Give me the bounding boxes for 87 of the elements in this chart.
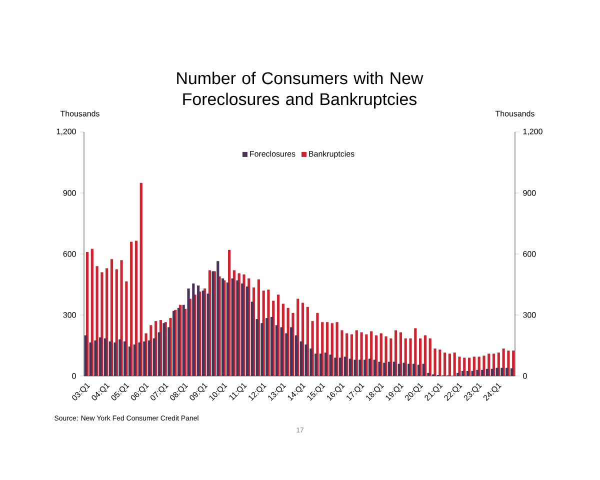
bar <box>339 358 342 376</box>
bar <box>427 372 430 376</box>
bar <box>250 302 254 376</box>
bar <box>304 344 308 376</box>
bar <box>275 325 278 376</box>
bar <box>108 341 112 376</box>
bar <box>310 348 312 376</box>
bar <box>143 341 146 376</box>
bar <box>285 333 288 376</box>
bar <box>344 356 347 376</box>
bar <box>226 282 229 376</box>
bar <box>324 352 327 376</box>
bar <box>270 317 274 376</box>
bar <box>392 362 396 376</box>
bar <box>482 356 486 376</box>
bar <box>128 346 132 376</box>
bar <box>448 354 451 376</box>
bar <box>402 362 406 376</box>
bar <box>456 372 460 376</box>
bar <box>216 261 220 376</box>
bar <box>461 370 464 376</box>
bar <box>266 318 268 376</box>
bar <box>294 335 298 376</box>
bar <box>329 354 332 376</box>
bar <box>500 368 504 376</box>
chart-title: Number of Consumers with New Foreclosures and Bankruptcies <box>177 72 424 108</box>
bar <box>373 360 376 376</box>
bar <box>241 283 244 376</box>
bar <box>280 327 283 376</box>
bar <box>197 286 200 376</box>
bar <box>348 358 352 376</box>
bar <box>334 358 337 376</box>
bar <box>506 368 508 376</box>
bar <box>192 283 195 376</box>
bar <box>133 344 136 376</box>
bar <box>319 354 322 376</box>
bar <box>158 332 160 376</box>
bar <box>148 340 151 376</box>
bar <box>138 342 141 376</box>
bar <box>481 370 484 376</box>
bar <box>236 280 239 376</box>
bar <box>99 337 102 376</box>
bar <box>152 338 156 376</box>
bar <box>443 352 446 376</box>
bar <box>290 327 293 376</box>
bar <box>114 342 116 376</box>
bar <box>417 364 420 376</box>
bar <box>398 364 400 376</box>
bar <box>378 362 381 376</box>
bar <box>314 354 318 376</box>
bar <box>84 335 87 376</box>
bar <box>260 323 264 376</box>
bar <box>458 356 461 376</box>
bar <box>490 368 494 376</box>
bar <box>104 338 107 376</box>
bar <box>177 308 180 376</box>
bar <box>89 342 92 376</box>
bar <box>182 304 185 376</box>
bar <box>476 370 479 376</box>
bar <box>496 368 498 376</box>
bar <box>206 294 210 376</box>
bar <box>486 368 489 376</box>
bar <box>300 341 302 376</box>
bar <box>168 327 170 376</box>
bar <box>412 364 416 376</box>
bar <box>434 348 436 376</box>
bar <box>383 362 386 376</box>
bar <box>256 319 258 376</box>
bar <box>187 288 190 376</box>
bar <box>453 352 456 376</box>
bar <box>94 340 97 376</box>
bar <box>368 358 372 376</box>
bar <box>354 360 356 376</box>
bar <box>246 286 249 376</box>
bar <box>408 364 410 376</box>
bar <box>438 350 442 376</box>
bar <box>358 360 362 376</box>
bar <box>471 370 474 376</box>
bar <box>510 368 514 376</box>
bar <box>388 362 391 376</box>
bar <box>231 278 234 376</box>
bar <box>118 339 122 376</box>
bar <box>466 370 469 376</box>
bar <box>428 338 432 376</box>
bar <box>364 360 366 376</box>
bar <box>124 341 126 376</box>
bar <box>422 364 425 376</box>
